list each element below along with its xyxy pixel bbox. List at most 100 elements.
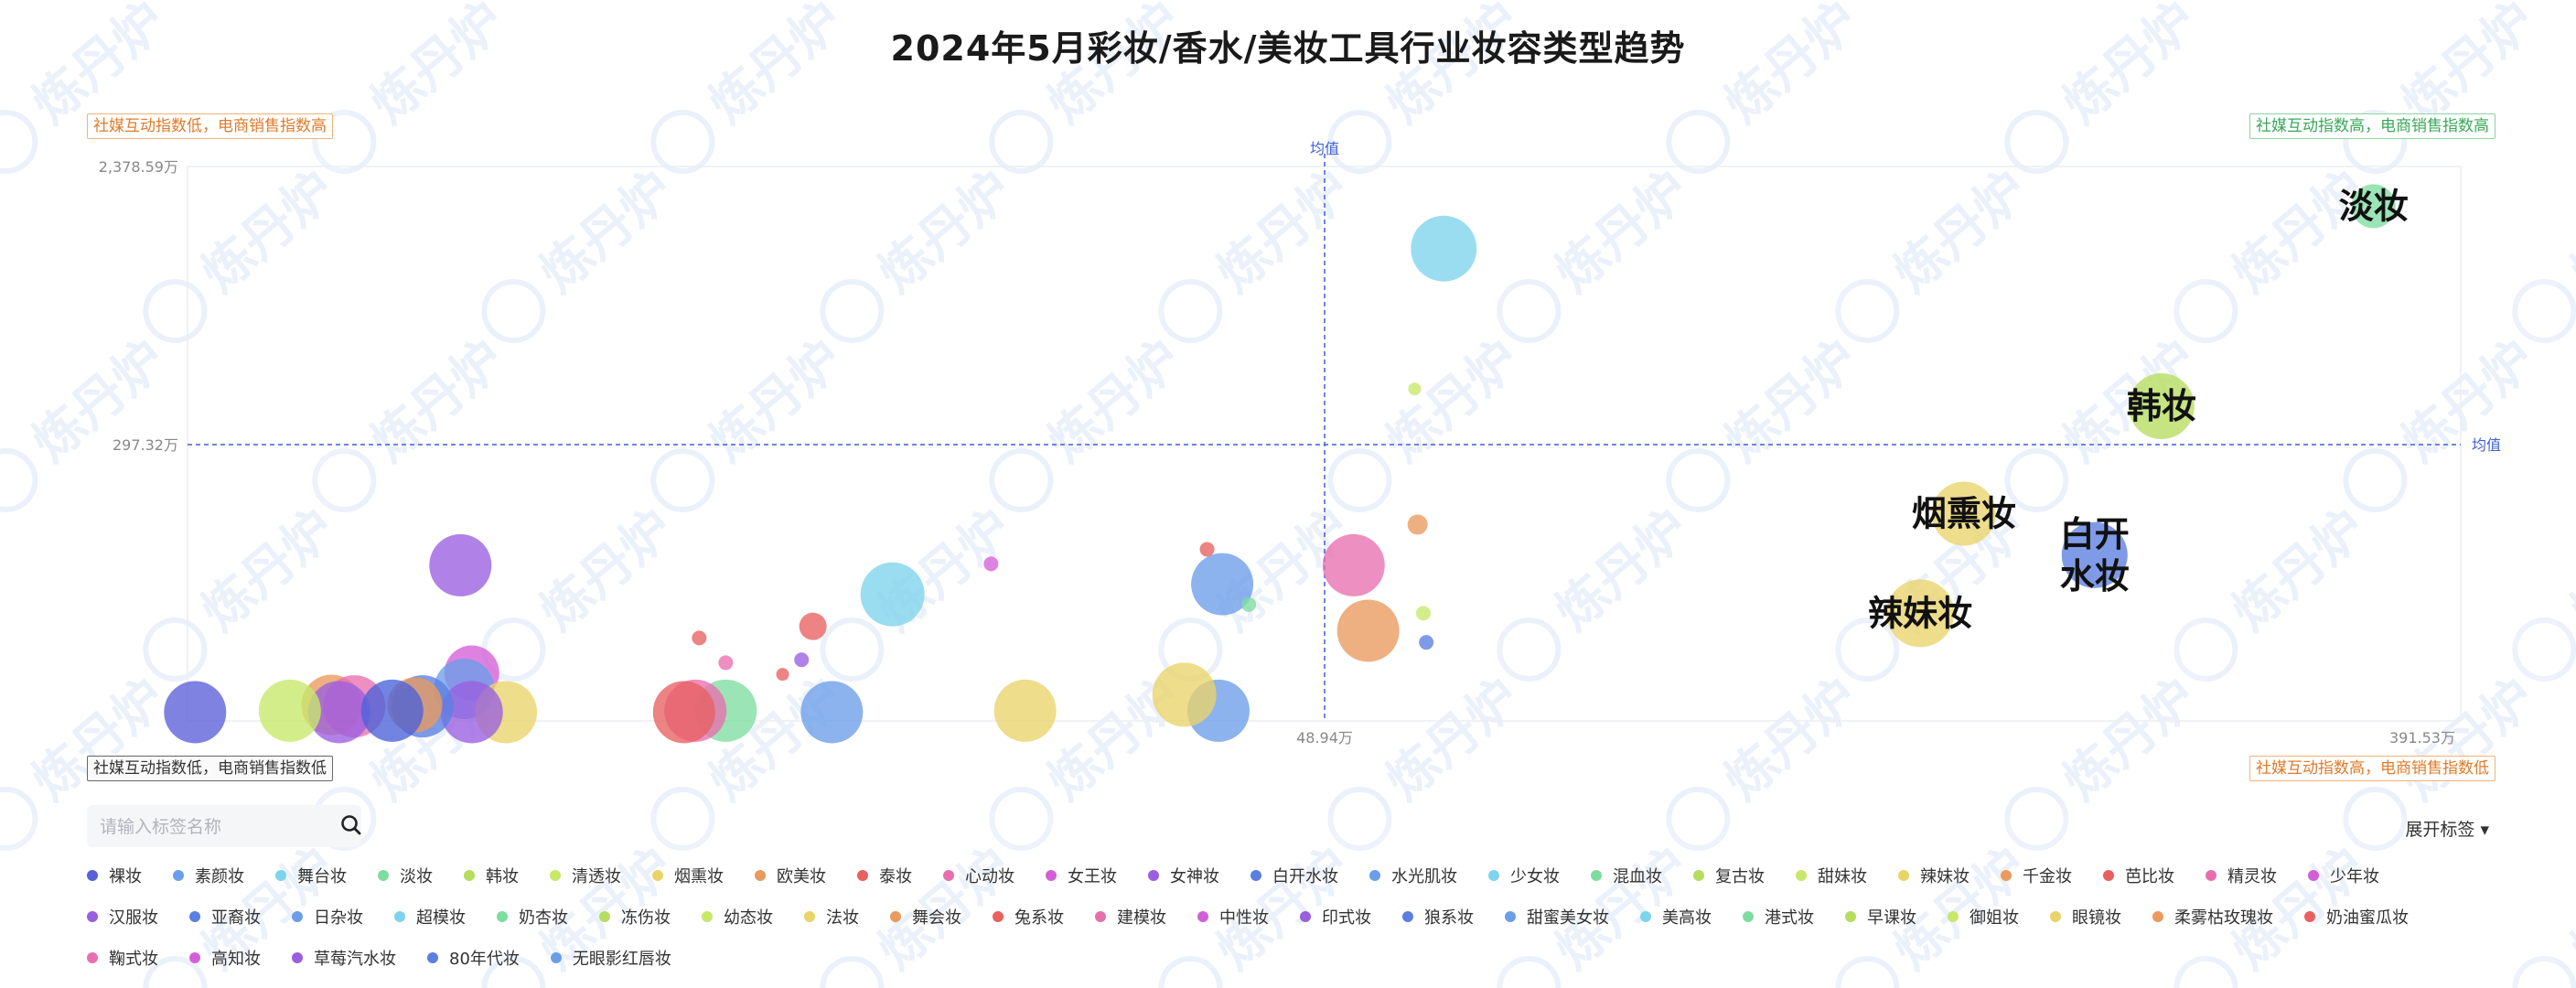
bubble-心动妆[interactable] xyxy=(1322,533,1385,596)
bubble-女王妆[interactable] xyxy=(983,556,999,572)
legend-label: 柔雾枯玫瑰妆 xyxy=(2174,907,2273,928)
legend-item[interactable]: 欧美妆 xyxy=(755,860,826,890)
legend-item[interactable]: 高知妆 xyxy=(189,942,261,972)
bubble-辣妹妆[interactable] xyxy=(1886,579,1955,648)
legend-item[interactable]: 水光肌妆 xyxy=(1369,860,1457,890)
legend-item[interactable]: 淡妆 xyxy=(378,860,433,890)
legend-item[interactable]: 素颜妆 xyxy=(173,860,244,890)
bubble-建模妆[interactable] xyxy=(429,533,492,596)
legend-dot xyxy=(1197,910,1208,922)
legend-item[interactable]: 韩妆 xyxy=(464,860,519,890)
legend-item[interactable]: 印式妆 xyxy=(1300,901,1371,931)
legend-item[interactable]: 中性妆 xyxy=(1197,901,1269,931)
legend-item[interactable]: 80年代妆 xyxy=(427,942,520,972)
legend-item[interactable]: 烟熏妆 xyxy=(652,860,724,890)
bubble-白开水妆[interactable] xyxy=(2061,521,2128,588)
legend-item[interactable]: 汉服妆 xyxy=(87,901,158,931)
bubble-芭比妆[interactable] xyxy=(799,612,827,640)
legend-item[interactable]: 芭比妆 xyxy=(2103,860,2174,890)
bubble-清透妆[interactable] xyxy=(993,679,1057,742)
legend-item[interactable]: 精灵妆 xyxy=(2206,860,2277,890)
legend-dot xyxy=(2103,869,2114,881)
legend-item[interactable]: 御姐妆 xyxy=(1948,901,2019,931)
bubble-亚裔妆[interactable] xyxy=(794,652,810,668)
legend-label: 高知妆 xyxy=(211,949,261,969)
legend-label: 女王妆 xyxy=(1068,866,1117,886)
bubble-混血妆[interactable] xyxy=(1408,382,1422,396)
legend-item[interactable]: 港式妆 xyxy=(1743,901,1814,931)
bubble-烟熏妆[interactable] xyxy=(1931,481,1996,546)
legend-item[interactable]: 柔雾枯玫瑰妆 xyxy=(2152,901,2273,931)
bubble-漫画妆[interactable] xyxy=(1191,553,1254,616)
legend-item[interactable]: 白开水妆 xyxy=(1250,860,1338,890)
legend-item[interactable]: 无眼影红唇妆 xyxy=(550,942,671,972)
bubble-汉服妆[interactable] xyxy=(800,681,864,744)
legend-item[interactable]: 甜蜜美女妆 xyxy=(1505,901,1609,931)
bubble-精灵妆[interactable] xyxy=(718,655,734,671)
legend-label: 汉服妆 xyxy=(109,907,158,928)
legend-item[interactable]: 超模妆 xyxy=(394,901,466,931)
legend-item[interactable]: 亚裔妆 xyxy=(189,901,261,931)
bubble-女神妆[interactable] xyxy=(1419,635,1434,650)
legend-dot xyxy=(857,869,868,881)
bubble-港式妆[interactable] xyxy=(1241,596,1257,612)
legend-dot xyxy=(464,869,475,881)
bubble-淡妆[interactable] xyxy=(2351,184,2396,229)
legend-label: 眼镜妆 xyxy=(2072,907,2121,928)
legend-item[interactable]: 甜妹妆 xyxy=(1796,860,1867,890)
legend-item[interactable]: 鞠式妆 xyxy=(87,942,158,972)
bubble-奶杏妆[interactable] xyxy=(1152,662,1217,727)
legend-dot xyxy=(804,910,815,922)
bubble-纯白妆[interactable] xyxy=(164,681,227,744)
legend-item[interactable]: 舞会妆 xyxy=(890,901,961,931)
bubble-法妆[interactable] xyxy=(440,681,503,744)
bubble-冬日妆[interactable] xyxy=(307,681,370,744)
bubble-千金妆[interactable] xyxy=(1407,514,1428,535)
legend-item[interactable]: 混血妆 xyxy=(1591,860,1662,890)
bubble-韩妆[interactable] xyxy=(2128,373,2195,440)
legend-item[interactable]: 早课妆 xyxy=(1845,901,1916,931)
legend-item[interactable]: 幼态妆 xyxy=(702,901,773,931)
legend-item[interactable]: 法妆 xyxy=(804,901,859,931)
legend-item[interactable]: 裸妆 xyxy=(87,860,142,890)
legend-item[interactable]: 奶杏妆 xyxy=(497,901,568,931)
legend-item[interactable]: 奶油蜜瓜妆 xyxy=(2304,901,2409,931)
legend-item[interactable]: 兔系妆 xyxy=(993,901,1064,931)
bubble-日杂妆[interactable] xyxy=(860,562,925,627)
bubble-label-烟熏妆: 烟熏妆 xyxy=(1912,494,2016,534)
legend-label: 女神妆 xyxy=(1170,866,1219,886)
legend-item[interactable]: 少女妆 xyxy=(1488,860,1560,890)
bubble-欧美妆[interactable] xyxy=(1336,599,1400,662)
legend-item[interactable]: 千金妆 xyxy=(2001,860,2072,890)
legend-item[interactable]: 女神妆 xyxy=(1148,860,1219,890)
bubble-舞台妆[interactable] xyxy=(1411,215,1477,282)
tag-search-input[interactable] xyxy=(87,805,330,849)
bubble-超模妆[interactable] xyxy=(692,630,707,646)
legend-item[interactable]: 舞台妆 xyxy=(275,860,347,890)
bubble-甜妹妆[interactable] xyxy=(1416,606,1431,621)
legend-item[interactable]: 复古妆 xyxy=(1693,860,1765,890)
legend-item[interactable]: 泰妆 xyxy=(857,860,912,890)
legend-item[interactable]: 日杂妆 xyxy=(292,901,363,931)
legend-item[interactable]: 建模妆 xyxy=(1095,901,1166,931)
legend-item[interactable]: 少年妆 xyxy=(2308,860,2379,890)
legend-item[interactable]: 女王妆 xyxy=(1046,860,1117,890)
legend-item[interactable]: 心动妆 xyxy=(943,860,1014,890)
bubble-幻彩妆[interactable] xyxy=(258,679,321,742)
legend-item[interactable]: 辣妹妆 xyxy=(1898,860,1970,890)
bubble-素颜妆[interactable] xyxy=(652,681,715,744)
legend-label: 烟熏妆 xyxy=(674,866,724,886)
legend-item[interactable]: 狼系妆 xyxy=(1402,901,1474,931)
legend-dot xyxy=(1845,910,1856,922)
legend-item[interactable]: 清透妆 xyxy=(550,860,621,890)
bubble-少年妆[interactable] xyxy=(776,668,789,682)
legend-dot xyxy=(1948,910,1959,922)
legend-item[interactable]: 美高妆 xyxy=(1640,901,1712,931)
bubble-草莓妆[interactable] xyxy=(360,679,424,742)
expand-tags-button[interactable]: 展开标签 ▾ xyxy=(2405,816,2489,841)
legend-item[interactable]: 草莓汽水妆 xyxy=(292,942,396,972)
search-icon[interactable] xyxy=(338,812,364,838)
legend-item[interactable]: 冻伤妆 xyxy=(599,901,671,931)
legend-item[interactable]: 眼镜妆 xyxy=(2050,901,2121,931)
bubble-泰妆[interactable] xyxy=(1199,542,1215,557)
